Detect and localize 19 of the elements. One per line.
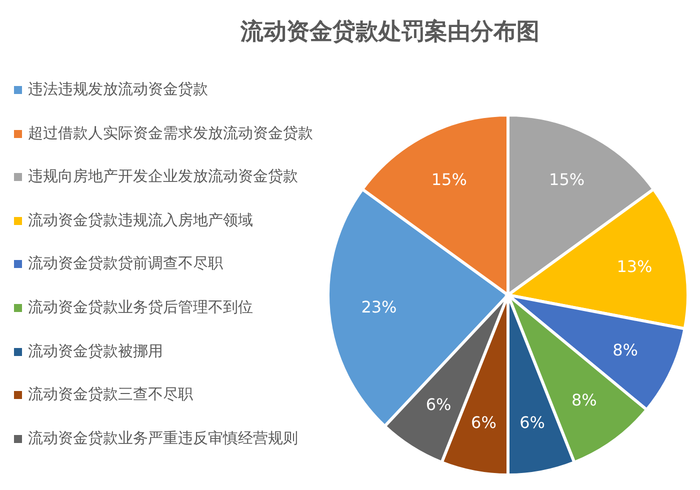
data-label: 23% bbox=[361, 298, 397, 317]
legend-label: 流动资金贷款贷前调查不尽职 bbox=[28, 254, 223, 274]
legend-label: 流动资金贷款业务贷后管理不到位 bbox=[28, 298, 253, 317]
legend-label: 超过借款人实际资金需求发放流动资金贷款 bbox=[28, 124, 313, 143]
data-label: 6% bbox=[520, 412, 545, 432]
data-label: 15% bbox=[431, 170, 467, 190]
legend-label: 违法违规发放流动资金贷款 bbox=[28, 80, 208, 99]
data-label: 6% bbox=[426, 394, 452, 414]
data-label: 8% bbox=[612, 340, 638, 360]
data-label: 15% bbox=[549, 170, 585, 190]
data-label: 8% bbox=[571, 390, 597, 410]
chart-title: 流动资金贷款处罚案由分布图 bbox=[239, 18, 540, 47]
legend-label: 流动资金贷款违规流入房地产领域 bbox=[28, 210, 253, 230]
legend-label: 流动资金贷款被挪用 bbox=[28, 342, 163, 361]
legend-label: 流动资金贷款三查不尽职 bbox=[28, 385, 193, 404]
data-label: 6% bbox=[471, 412, 496, 432]
legend-label: 流动资金贷款业务严重违反审慎经营规则 bbox=[28, 428, 298, 448]
legend-label: 违规向房地产开发企业发放流动资金贷款 bbox=[28, 167, 298, 186]
data-label: 13% bbox=[616, 257, 652, 276]
